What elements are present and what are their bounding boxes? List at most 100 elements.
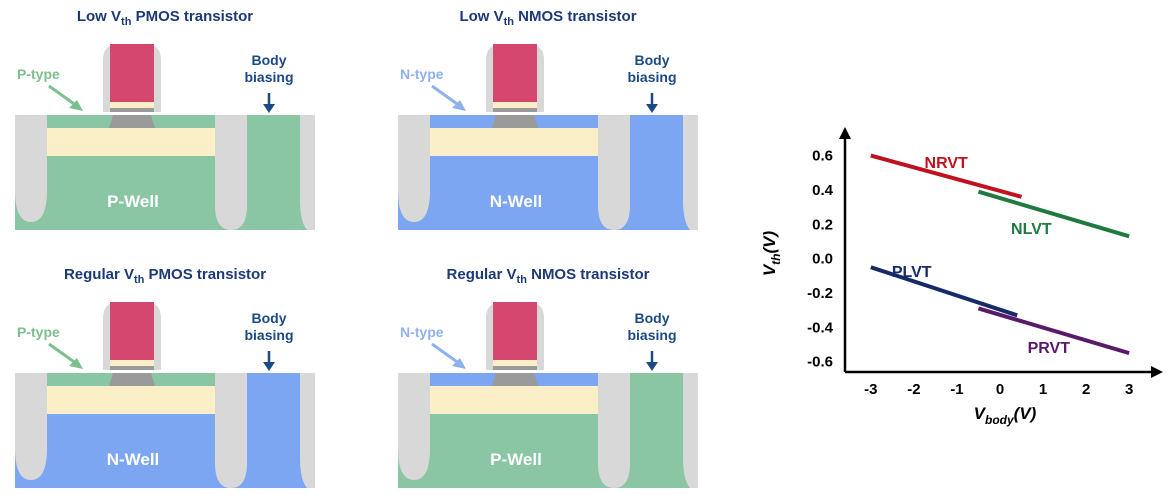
title-subscript: th [503, 16, 515, 28]
channel-band [47, 128, 215, 156]
doping-type-label: N-type [400, 66, 444, 82]
y-tick-label: 0.6 [812, 148, 833, 165]
body-biasing-label: Body biasing [612, 310, 692, 344]
source-region [47, 115, 113, 128]
doping-type-label: P-type [17, 66, 60, 82]
right-trench [300, 115, 315, 230]
transistor-cross-section [398, 302, 698, 488]
title-suffix: PMOS transistor [131, 8, 254, 25]
series-line-nrvt [870, 153, 1023, 199]
title-suffix: PMOS transistor [144, 266, 267, 283]
gate-electrode [110, 302, 154, 360]
transistor-panel-2: Low Vth NMOS transistor N-type Body biasing… [398, 0, 698, 230]
body-biasing-arrow [263, 93, 275, 113]
source-region [430, 115, 496, 128]
drain-region [534, 115, 598, 128]
gate-oxide [110, 366, 154, 373]
series-line-plvt [870, 265, 1018, 318]
body-biasing-arrow [646, 93, 658, 113]
surface-gap [398, 370, 698, 373]
surface-gap [15, 370, 315, 373]
gate-oxide [493, 108, 537, 115]
title-prefix: Low V [76, 8, 122, 25]
right-trench [683, 115, 698, 230]
x-axis-title: Vbody(V) [974, 404, 1037, 427]
left-trench [15, 115, 47, 222]
y-axis-arrowhead [839, 127, 851, 139]
panel-title: Low Vth NMOS transistor [398, 8, 698, 28]
bias-line-2: biasing [627, 327, 677, 343]
gate-oxide [110, 108, 154, 115]
well-label: P-Well [107, 192, 159, 211]
type-pointer-arrow [48, 84, 83, 111]
x-axis-arrowhead [1151, 366, 1163, 378]
type-pointer-arrow [431, 84, 466, 111]
surface-gap [15, 112, 315, 115]
transistor-panel-4: Regular Vth NMOS transistor N-type Body bia… [398, 258, 698, 488]
drain-region [151, 115, 215, 128]
gate-electrode [110, 44, 154, 102]
title-subscript: th [133, 274, 145, 286]
gate-liner [493, 360, 537, 366]
series-line-prvt [977, 306, 1130, 356]
gate-oxide [493, 366, 537, 373]
x-tick-label: 3 [1125, 381, 1133, 398]
x-tick-label: 2 [1082, 381, 1090, 398]
doping-type-label: P-type [17, 324, 60, 340]
y-tick-label: -0.2 [807, 285, 833, 302]
bias-line-1: Body [634, 52, 670, 68]
body-biasing-label: Body biasing [612, 52, 692, 86]
x-tick-label: -3 [864, 381, 877, 398]
body-biasing-arrow [263, 351, 275, 371]
left-trench [15, 373, 47, 480]
transistor-cross-section [398, 44, 698, 230]
gate-dielectric [492, 373, 538, 386]
bias-line-2: biasing [627, 69, 677, 85]
title-suffix: NMOS transistor [514, 8, 637, 25]
right-trench [683, 373, 698, 488]
title-prefix: Regular V [63, 266, 134, 283]
y-axis-title: Vth(V) [760, 231, 783, 277]
gate-liner [110, 360, 154, 366]
series-label: PLVT [892, 264, 932, 281]
bias-line-1: Body [634, 310, 670, 326]
well-label: N-Well [106, 450, 160, 469]
panel-title: Regular Vth NMOS transistor [398, 266, 698, 286]
body-biasing-label: Body biasing [229, 52, 309, 86]
panel-title: Low Vth PMOS transistor [15, 8, 315, 28]
gate-liner [493, 102, 537, 108]
y-tick-label: -0.4 [807, 319, 834, 336]
transistor-cross-section [15, 44, 315, 230]
left-trench [398, 373, 430, 480]
title-subscript: th [121, 16, 132, 28]
x-tick-label: 1 [1039, 381, 1047, 398]
x-tick-label: -1 [950, 381, 963, 398]
drain-region [534, 373, 598, 386]
title-prefix: Low V [459, 8, 504, 25]
y-tick-label: 0.4 [812, 182, 834, 199]
series-label: NRVT [925, 155, 968, 172]
y-tick-label: -0.6 [807, 354, 833, 371]
y-tick-label: 0.0 [812, 251, 833, 268]
surface-gap [398, 112, 698, 115]
bias-line-1: Body [251, 52, 287, 68]
gate-dielectric [109, 373, 155, 386]
transistor-cross-section [15, 302, 315, 488]
body-biasing-label: Body biasing [229, 310, 309, 344]
gate-dielectric [492, 115, 538, 128]
type-pointer-arrow [431, 342, 466, 369]
series-label: NLVT [1011, 221, 1052, 238]
bias-line-2: biasing [244, 69, 294, 85]
well-label: N-Well [489, 192, 543, 211]
series-line-nlvt [977, 189, 1130, 239]
title-prefix: Regular V [446, 266, 517, 283]
channel-band [430, 128, 598, 156]
well-label: P-Well [490, 450, 542, 469]
doping-type-label: N-type [400, 324, 444, 340]
series-label: PRVT [1028, 340, 1071, 357]
gate-dielectric [109, 115, 155, 128]
gate-electrode [493, 44, 537, 102]
right-trench [300, 373, 315, 488]
source-region [47, 373, 113, 386]
title-subscript: th [516, 274, 527, 286]
